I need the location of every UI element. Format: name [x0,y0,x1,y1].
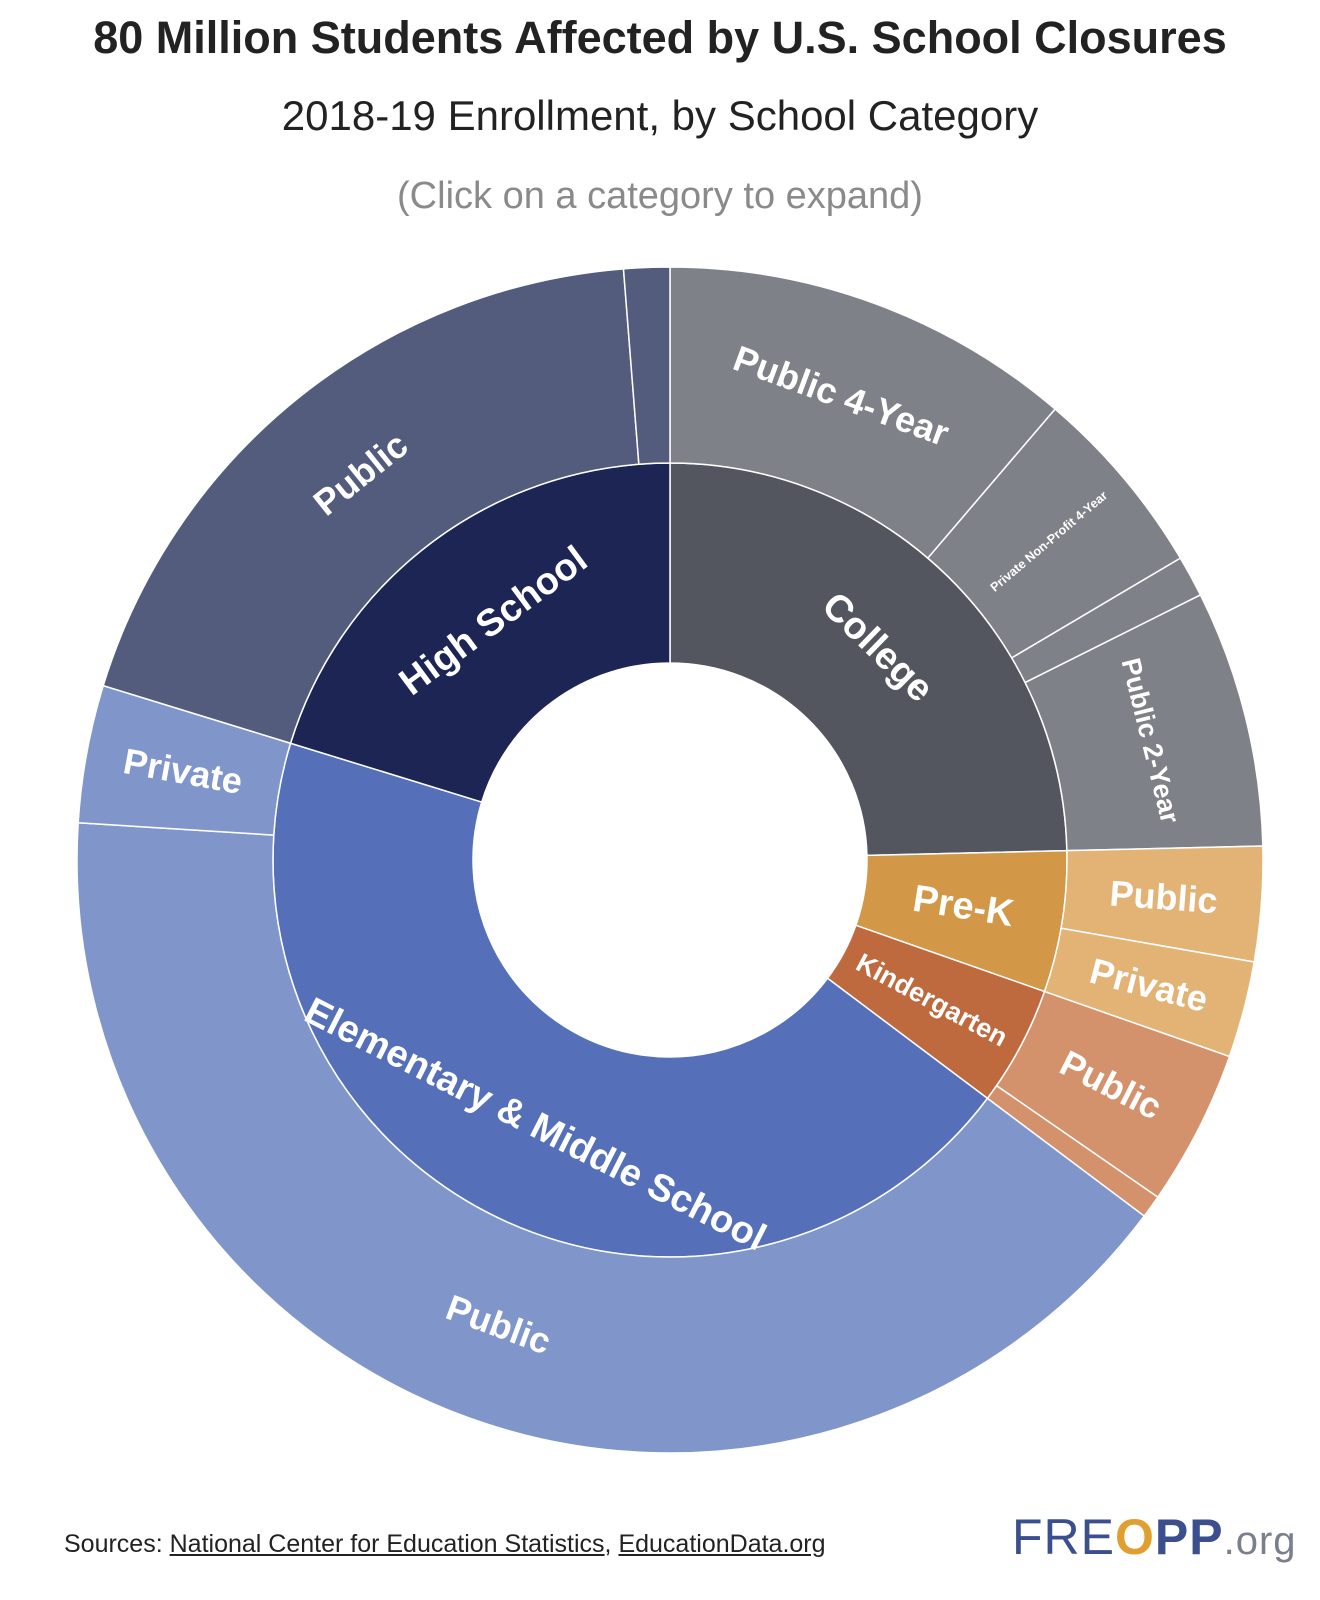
segment-pre-k-public-label: Public [1108,872,1219,921]
logo-fre: FRE [1012,1509,1115,1565]
source-link-nces[interactable]: National Center for Education Statistics [169,1530,605,1558]
sources-prefix: Sources: [64,1530,170,1558]
segment-high-school-public[interactable] [102,268,640,745]
chart-title: 80 Million Students Affected by U.S. Sch… [93,12,1227,63]
sources-line: Sources: National Center for Education S… [64,1530,826,1559]
logo-o: O [1115,1509,1155,1565]
expand-hint: (Click on a category to expand) [397,175,923,217]
segment-high-school-other-1[interactable] [622,266,671,466]
logo-pp: PP [1154,1509,1224,1565]
logo-org: .org [1223,1519,1297,1563]
source-link-educationdata[interactable]: EducationData.org [618,1530,826,1558]
chart-subtitle: 2018-19 Enrollment, by School Category [281,92,1039,139]
freopp-logo[interactable]: FREOPP.org [1012,1508,1297,1566]
segment-elementary-and-middle-school-public[interactable] [76,821,1146,1454]
sources-separator: , [604,1530,619,1558]
